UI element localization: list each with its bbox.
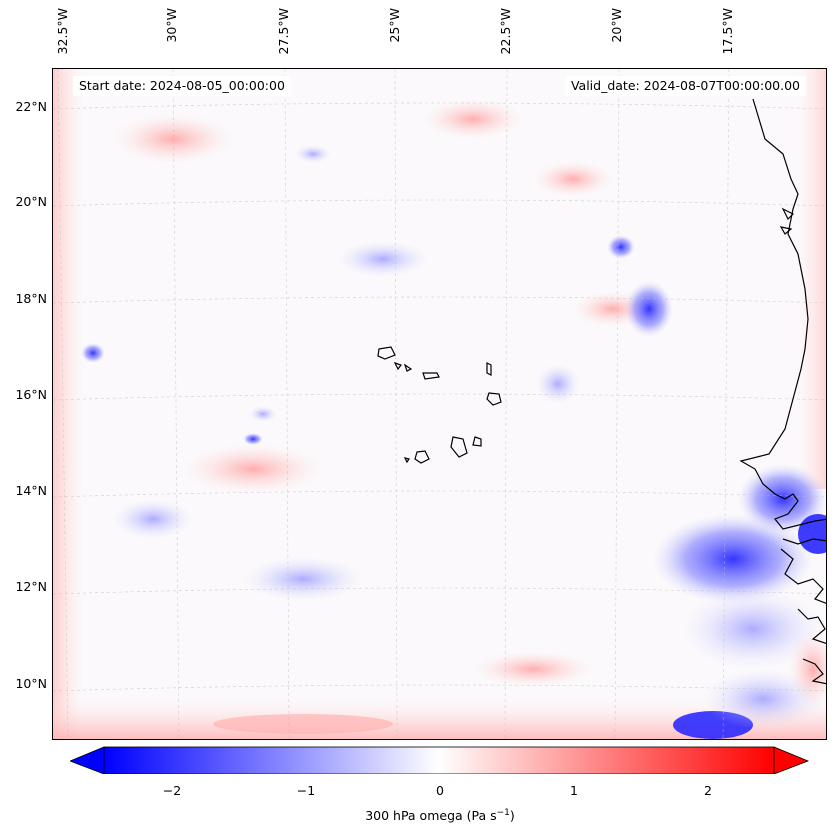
colorbar [70,746,810,774]
map-panel[interactable] [52,68,827,740]
lon-label-25w: 25°W [387,8,402,43]
colorbar-tick-0: 0 [436,783,444,798]
africa-coastline [739,98,826,530]
start-date-label: Start date: 2024-08-05_00:00:00 [73,76,291,96]
colorbar-body [103,746,775,774]
cape-verde-islands [377,346,396,360]
lat-label-10n: 10°N [15,676,47,691]
lat-label-18n: 18°N [15,291,47,306]
colorbar-extend-high [773,746,810,774]
colorbar-label: 300 hPa omega (Pa s−1) [365,808,515,824]
lat-label-16n: 16°N [15,387,47,402]
lon-label-30w: 30°W [164,8,179,43]
lon-label-27-5w: 27.5°W [276,8,291,55]
lon-label-17-5w: 17.5°W [720,8,735,55]
graticule [53,69,826,739]
coastlines [377,98,826,685]
omega-field-map [53,69,826,739]
colorbar-tick-minus2: −2 [162,783,182,798]
lon-label-22-5w: 22.5°W [498,8,513,55]
colorbar-tick-minus1: −1 [296,783,316,798]
lon-label-20w: 20°W [609,8,624,43]
lat-label-14n: 14°N [15,483,47,498]
field-patches [53,69,826,739]
colorbar-tick-1: 1 [570,783,578,798]
lon-label-32-5w: 32.5°W [55,8,70,55]
lat-label-20n: 20°N [15,194,47,209]
colorbar-extend-low [70,746,105,774]
colorbar-tick-2: 2 [704,783,712,798]
valid-date-label: Valid_date: 2024-08-07T00:00:00.00 [564,76,806,96]
lat-label-22n: 22°N [15,99,47,114]
lat-label-12n: 12°N [15,579,47,594]
